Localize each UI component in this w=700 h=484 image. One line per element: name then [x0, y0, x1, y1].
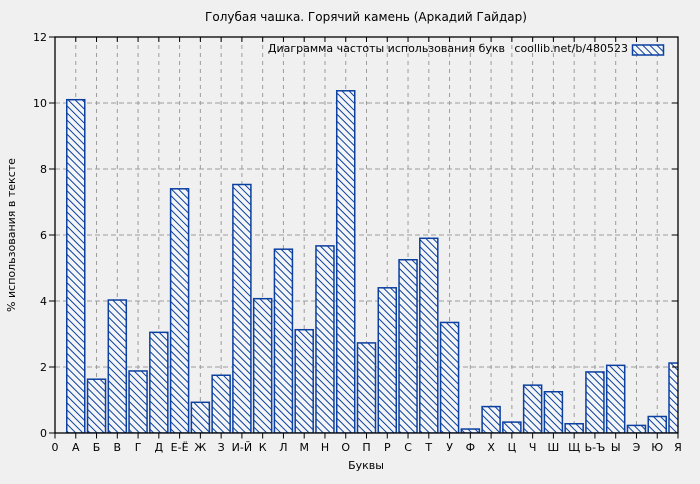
x-tick-label: В: [114, 441, 122, 454]
y-tick-label: 0: [40, 427, 47, 440]
x-tick-label: Ю: [651, 441, 663, 454]
bar: [128, 370, 148, 433]
x-tick-label: Б: [93, 441, 101, 454]
y-tick-label: 10: [33, 97, 47, 110]
x-tick-label: Т: [424, 441, 432, 454]
x-tick-label: М: [299, 441, 309, 454]
bars-group: [66, 90, 678, 433]
y-tick-label: 8: [40, 163, 47, 176]
x-tick-label: Х: [487, 441, 495, 454]
bar: [668, 362, 678, 433]
bar: [232, 183, 252, 433]
x-tick-label: О: [341, 441, 350, 454]
bar: [647, 415, 667, 433]
x-tick-label: У: [446, 441, 453, 454]
bar: [585, 371, 605, 433]
x-tick-label: П: [362, 441, 370, 454]
bar: [605, 364, 626, 433]
chart-title: Голубая чашка. Горячий камень (Аркадий Г…: [205, 10, 527, 24]
x-axis-label: Буквы: [348, 459, 384, 472]
x-tick-label: Ы: [611, 441, 621, 454]
bar: [294, 328, 314, 433]
bar: [626, 424, 647, 433]
x-tick-label: К: [259, 441, 267, 454]
bar: [273, 248, 294, 433]
x-tick-label: Ч: [529, 441, 537, 454]
bar: [335, 90, 356, 433]
bar: [190, 401, 211, 433]
bar: [66, 98, 86, 433]
x-tick-label: Ь-Ъ: [585, 441, 606, 454]
y-tick-label: 12: [33, 31, 47, 44]
bar: [564, 423, 584, 433]
x-tick-label: Ц: [508, 441, 517, 454]
x-tick-label: Э: [633, 441, 641, 454]
bar: [107, 299, 128, 433]
bar: [502, 421, 522, 433]
legend-source: coollib.net/b/480523: [514, 42, 628, 55]
bar: [169, 188, 190, 433]
bar: [460, 428, 481, 433]
x-tick-label: 0: [52, 441, 59, 454]
x-tick-label: Г: [135, 441, 142, 454]
bar: [543, 391, 564, 433]
bar: [481, 405, 501, 433]
x-tick-label: Е-Ё: [171, 441, 189, 454]
x-tick-label: С: [404, 441, 412, 454]
bar: [439, 321, 460, 433]
legend-label: Диаграмма частоты использования букв: [268, 42, 505, 55]
bar: [419, 237, 439, 433]
x-tick-label: И-Й: [232, 441, 252, 454]
bar: [356, 342, 377, 433]
y-tick-label: 4: [40, 295, 47, 308]
x-tick-label: Ш: [548, 441, 560, 454]
x-tick-label: З: [218, 441, 225, 454]
legend-swatch: [631, 44, 665, 56]
x-tick-label: Н: [321, 441, 329, 454]
x-tick-label: Щ: [568, 441, 580, 454]
plot-area: 0 А Б В Г Д Е-Ё Ж З И-Й К Л М Н О П Р С Т У Ф Х Ц Ч Ш Щ Ь-Ъ Ы Э Ю Я024…: [33, 31, 682, 454]
bar: [398, 259, 418, 433]
x-tick-label: Д: [155, 441, 164, 454]
x-tick-label: Л: [279, 441, 287, 454]
y-tick-label: 6: [40, 229, 47, 242]
bar: [522, 384, 543, 433]
bar: [252, 297, 273, 433]
x-tick-label: Ж: [194, 441, 206, 454]
bar: [377, 287, 398, 433]
x-tick-label: Р: [384, 441, 391, 454]
y-tick-label: 2: [40, 361, 47, 374]
bar: [211, 374, 231, 433]
x-tick-label: А: [72, 441, 80, 454]
y-axis-label: % использования в тексте: [5, 158, 18, 312]
bar: [86, 378, 107, 433]
x-tick-label: Ф: [466, 441, 475, 454]
x-tick-label: Я: [674, 441, 682, 454]
bar: [149, 331, 169, 433]
bar: [315, 245, 335, 433]
